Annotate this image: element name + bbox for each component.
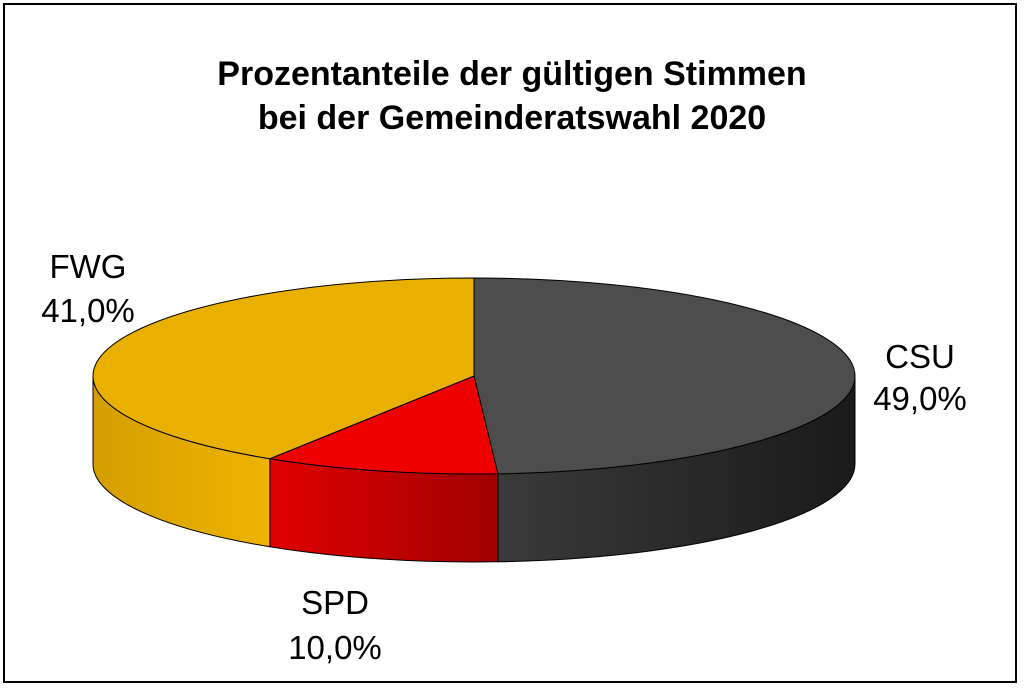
chart-title-line-2: bei der Gemeinderatswahl 2020 [257, 99, 767, 137]
slice-value-spd: 10,0% [288, 629, 382, 666]
slice-label-spd: SPD [301, 584, 369, 621]
pie-slice-csu [473, 277, 856, 475]
pie-slice-spd [268, 375, 499, 475]
chart-title-line-1: Prozentanteile der gültigen Stimmen [217, 55, 807, 93]
slice-label-csu: CSU [885, 338, 955, 375]
pie-sides [92, 375, 856, 563]
slice-value-fwg: 41,0% [41, 292, 135, 329]
pie-tops [92, 277, 856, 475]
pie-slice-fwg [92, 277, 475, 460]
slice-label-fwg: FWG [50, 248, 127, 285]
pie-labels: CSU 49,0% SPD 10,0% FWG 41,0% [41, 248, 967, 666]
slice-value-csu: 49,0% [873, 380, 967, 417]
chart-title: Prozentanteile der gültigen Stimmen bei … [0, 52, 1024, 140]
